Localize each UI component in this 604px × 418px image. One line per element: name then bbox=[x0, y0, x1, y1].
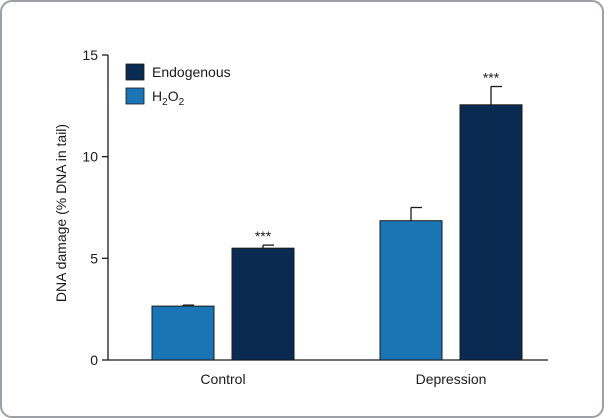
bar bbox=[379, 220, 443, 361]
legend-swatch bbox=[125, 63, 145, 81]
legend-label: H2O2 bbox=[152, 88, 185, 108]
bar bbox=[231, 247, 295, 361]
legend-swatch bbox=[125, 87, 145, 105]
significance-label: *** bbox=[255, 228, 272, 244]
y-axis-label: DNA damage (% DNA in tail) bbox=[53, 124, 69, 302]
bars: *** Control *** Depression bbox=[151, 70, 523, 387]
significance-label: *** bbox=[483, 70, 500, 86]
bar bbox=[151, 305, 215, 361]
legend: Endogenous H2O2 bbox=[125, 63, 231, 108]
y-tick-label: 15 bbox=[82, 47, 98, 63]
y-tick-label: 5 bbox=[90, 250, 98, 266]
bar bbox=[459, 104, 523, 361]
x-tick-label: Control bbox=[200, 371, 245, 387]
x-tick-label: Depression bbox=[416, 371, 487, 387]
y-tick-label: 10 bbox=[82, 149, 98, 165]
y-tick-label: 0 bbox=[90, 352, 98, 368]
legend-label: Endogenous bbox=[152, 64, 231, 80]
